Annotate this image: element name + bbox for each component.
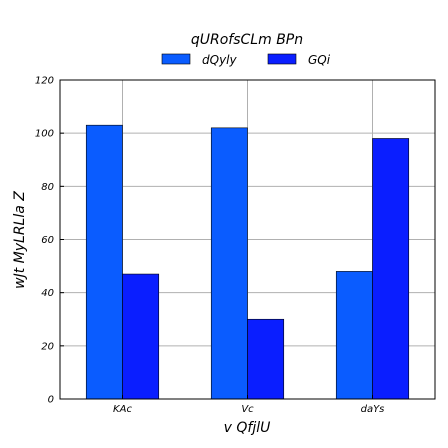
bar-dQyly-KAc [85, 124, 123, 400]
x-axis-label: v QfjlU [224, 420, 271, 436]
legend-label: dQyly [202, 53, 237, 67]
y-ticks: 0 20 40 60 80 100 120 [35, 76, 64, 406]
y-axis-label: wJt MyLRLla Z [12, 191, 28, 289]
y-tick-label: 60 [41, 235, 54, 246]
bars-layer [85, 124, 410, 400]
x-tick-label: Vc [241, 404, 254, 415]
bar-GQi-daYs [372, 138, 410, 400]
bar-GQi-Vc [247, 318, 285, 400]
legend-swatch [267, 53, 297, 65]
y-tick-label: 80 [41, 182, 54, 193]
x-tick-label: daYs [361, 404, 385, 415]
bar-dQyly-daYs [335, 271, 373, 400]
y-tick-label: 20 [41, 341, 54, 352]
legend-title: qURofsCLm BPn [191, 32, 303, 48]
y-tick-label: 120 [35, 76, 54, 87]
x-tick-label: KAc [113, 404, 132, 415]
legend-label: GQi [308, 53, 331, 67]
bar-dQyly-Vc [210, 127, 248, 400]
y-tick-label: 0 [48, 395, 54, 406]
x-ticks: KAc Vc daYs [113, 395, 384, 415]
bar-GQi-KAc [122, 273, 160, 400]
y-tick-label: 40 [41, 288, 54, 299]
legend: dQyly GQi [161, 53, 331, 67]
legend-swatch [161, 53, 191, 65]
y-tick-label: 100 [35, 129, 54, 140]
